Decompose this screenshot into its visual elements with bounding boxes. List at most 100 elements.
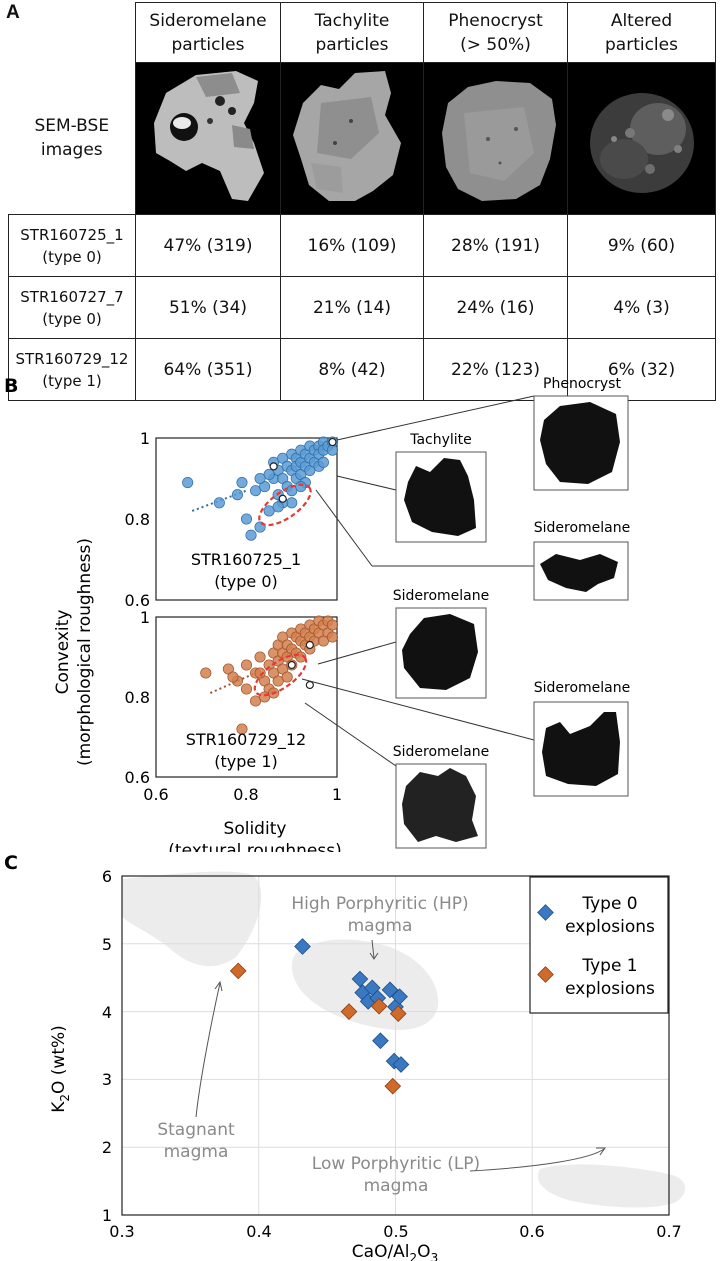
data-point [227,671,239,683]
top-sample-type: (type 0) [214,572,278,591]
cell-value: 21% (14) [280,276,424,339]
panel-c-x-label: CaO/Al2O3 [352,1242,438,1261]
sem-image-phenocryst [423,62,568,215]
data-point [263,468,275,480]
type0-data-point [392,1056,410,1073]
legend-box [529,876,669,1014]
bottom-sample-label: STR160729_12 [186,730,306,750]
legend-label-type0-line2: explosions [565,917,655,937]
y-tick-label: 0.6 [125,768,150,787]
sideromelane-b2-silhouette [542,712,620,786]
phenocryst-particle-image [424,63,567,209]
x-tick-label: 0.5 [383,1222,408,1241]
data-point [254,667,266,679]
sideromelane-particle-image [136,63,280,209]
highlighted-point [305,680,314,690]
cell-value: 24% (16) [423,276,568,339]
y-tick-label: 0.8 [125,510,150,529]
cell-value: 64% (351) [135,338,281,401]
table-corner [9,3,136,63]
stagnant-magma-field [122,871,262,967]
connector-lines [301,395,535,767]
data-point [281,671,293,683]
cell-value: 8% (42) [280,338,424,401]
cell-value: 51% (34) [135,276,281,339]
sideromelane-b1-label: Sideromelane [393,588,490,604]
data-point [326,631,339,643]
type1-data-point [389,1005,407,1022]
data-point [236,723,248,735]
panel-b-x-label: Solidity [224,819,287,839]
scatter-bottom [200,615,339,735]
data-point [272,501,284,513]
row-sample-label: STR160727_7 (type 0) [8,276,136,339]
lp-magma-annotation: Low Porphyritic (LP) [312,1154,480,1174]
data-point [231,489,243,501]
data-point [272,675,284,687]
data-point [263,505,275,517]
magma-fields [122,871,686,1208]
particle-proportions-table: Sideromelane particles Tachylite particles… [8,2,716,401]
tachylite-label: Tachylite [409,432,472,448]
annotation-arrows [195,939,606,1172]
sem-image-sideromelane [135,62,281,215]
sideromelane-b3-label: Sideromelane [393,744,490,760]
cell-value: 6% (32) [567,338,716,401]
y-tick-label: 1 [140,429,150,448]
x-tick-label: 1 [332,785,342,804]
highlighted-point [278,494,287,503]
data-point [213,497,225,509]
table-row: STR160727_7 (type 0) 51% (34) 21% (14) 24… [8,276,716,339]
phenocryst-label: Phenocryst [543,376,621,392]
data-point [250,485,262,497]
y-tick-label: 5 [102,935,112,954]
legend-marker-type1 [537,966,554,983]
y-tick-label: 1 [140,608,150,627]
panel-b-convexity-solidity-plots: B Convexity (morphological roughness) 1 … [4,375,631,852]
data-point [254,651,266,663]
row-sample-label: STR160729_12 (type 1) [8,338,136,401]
panel-b-label: B [4,375,18,397]
legend-item-type0: Type 0 explosions [537,894,655,937]
panel-c-k2o-plot: C 0.3 0.4 0.5 0.6 0.7 1 2 3 4 5 6 K2O (w… [4,852,686,1261]
y-tick-label: 0.6 [125,591,150,610]
stagnant-magma-annotation-line2: magma [164,1142,229,1162]
altered-particle-image [568,63,715,209]
lp-magma-annotation-line2: magma [364,1176,429,1196]
cell-value: 4% (3) [567,276,716,339]
highlighted-point [287,660,296,670]
highlight-ellipse [253,653,308,697]
data-point [254,472,266,485]
y-tick-label: 0.8 [125,688,150,707]
hp-magma-annotation: High Porphyritic (HP) [291,894,468,914]
column-header-tachylite: Tachylite particles [280,2,424,63]
x-tick-label: 0.6 [519,1222,544,1241]
data-point [326,444,339,456]
type1-data-point [229,962,247,980]
panel-c-y-label: K2O (wt%) [49,1025,72,1113]
x-tick-label: 0.6 [143,785,168,804]
panel-c-tick-labels: 0.3 0.4 0.5 0.6 0.7 1 2 3 4 5 6 [102,867,682,1241]
highlighted-point [305,640,314,650]
cell-value: 28% (191) [423,214,568,277]
lp-magma-field [537,1164,686,1208]
svg-text:Convexity: Convexity [53,610,73,695]
y-tick-label: 1 [102,1206,112,1225]
type0-data-point [381,981,399,999]
panel-c-frame [121,875,670,1216]
column-header-altered: Altered particles [567,2,716,63]
trend-line [209,672,256,694]
x-tick-label: 0.4 [246,1222,271,1241]
legend-item-type1: Type 1 explosions [537,956,655,999]
data-point [317,635,329,647]
data-point [245,529,257,541]
x-tick-label: 0.8 [233,785,258,804]
table-row: STR160729_12 (type 1) 64% (351) 8% (42) 2… [8,338,716,401]
panel-c-annotations: High Porphyritic (HP) magma Stagnant mag… [157,894,480,1196]
sideromelane-top-silhouette [540,554,618,592]
sideromelane-b2-label: Sideromelane [534,680,631,696]
data-point [240,659,253,671]
cell-value: 16% (109) [280,214,424,277]
plot-frame-bottom [155,616,338,778]
column-header-sideromelane: Sideromelane particles [135,2,281,63]
